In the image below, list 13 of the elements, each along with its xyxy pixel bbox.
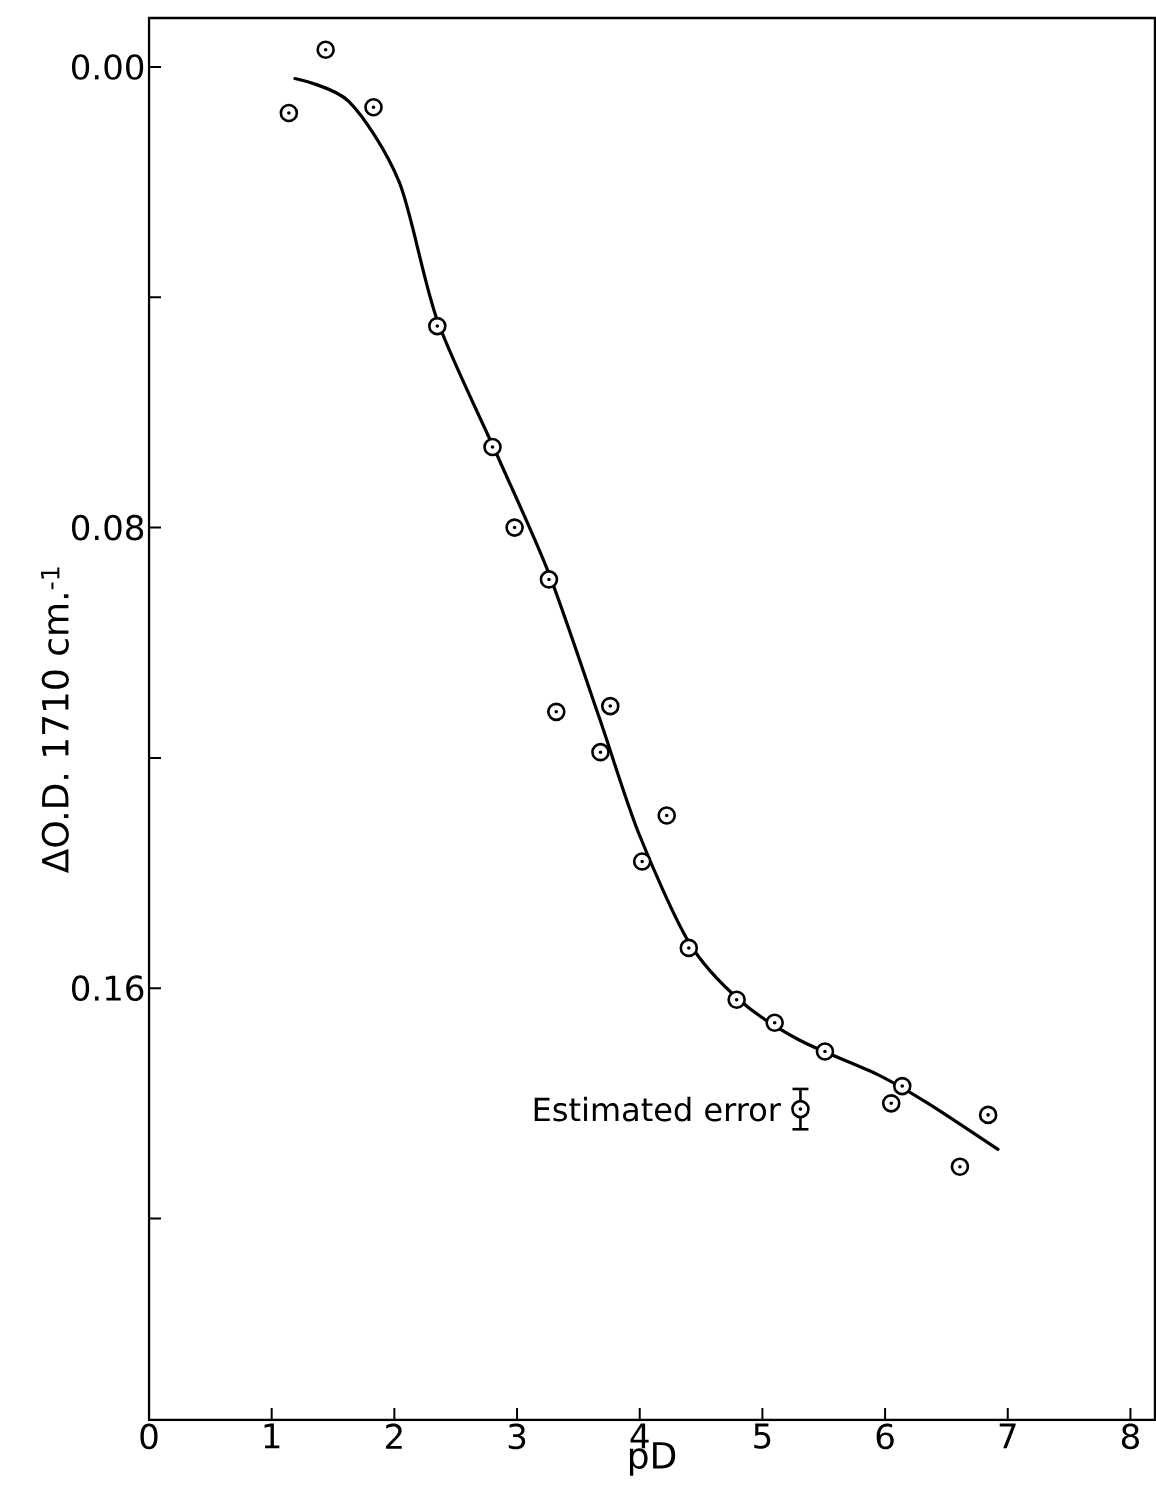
x-tick-label: 7 bbox=[999, 1423, 1016, 1449]
x-tick-label: 0 bbox=[140, 1423, 158, 1450]
x-tick-label: 3 bbox=[508, 1423, 526, 1450]
y-tick-label: 0.08 bbox=[71, 514, 144, 541]
x-tick-label: 6 bbox=[876, 1423, 894, 1450]
series-label: Estimated error bbox=[534, 1096, 781, 1122]
y-tick-label: 0.00 bbox=[71, 54, 144, 80]
x-tick-label: 1 bbox=[264, 1423, 280, 1449]
y-axis-title: ΔO.D. 1710 cm.$^{-1}$ bbox=[40, 567, 69, 874]
y-tick-label: 0.16 bbox=[71, 975, 144, 1002]
x-tick-label: 2 bbox=[385, 1423, 402, 1449]
x-tick-label: 5 bbox=[754, 1423, 771, 1449]
x-tick-label: 8 bbox=[1121, 1423, 1139, 1450]
